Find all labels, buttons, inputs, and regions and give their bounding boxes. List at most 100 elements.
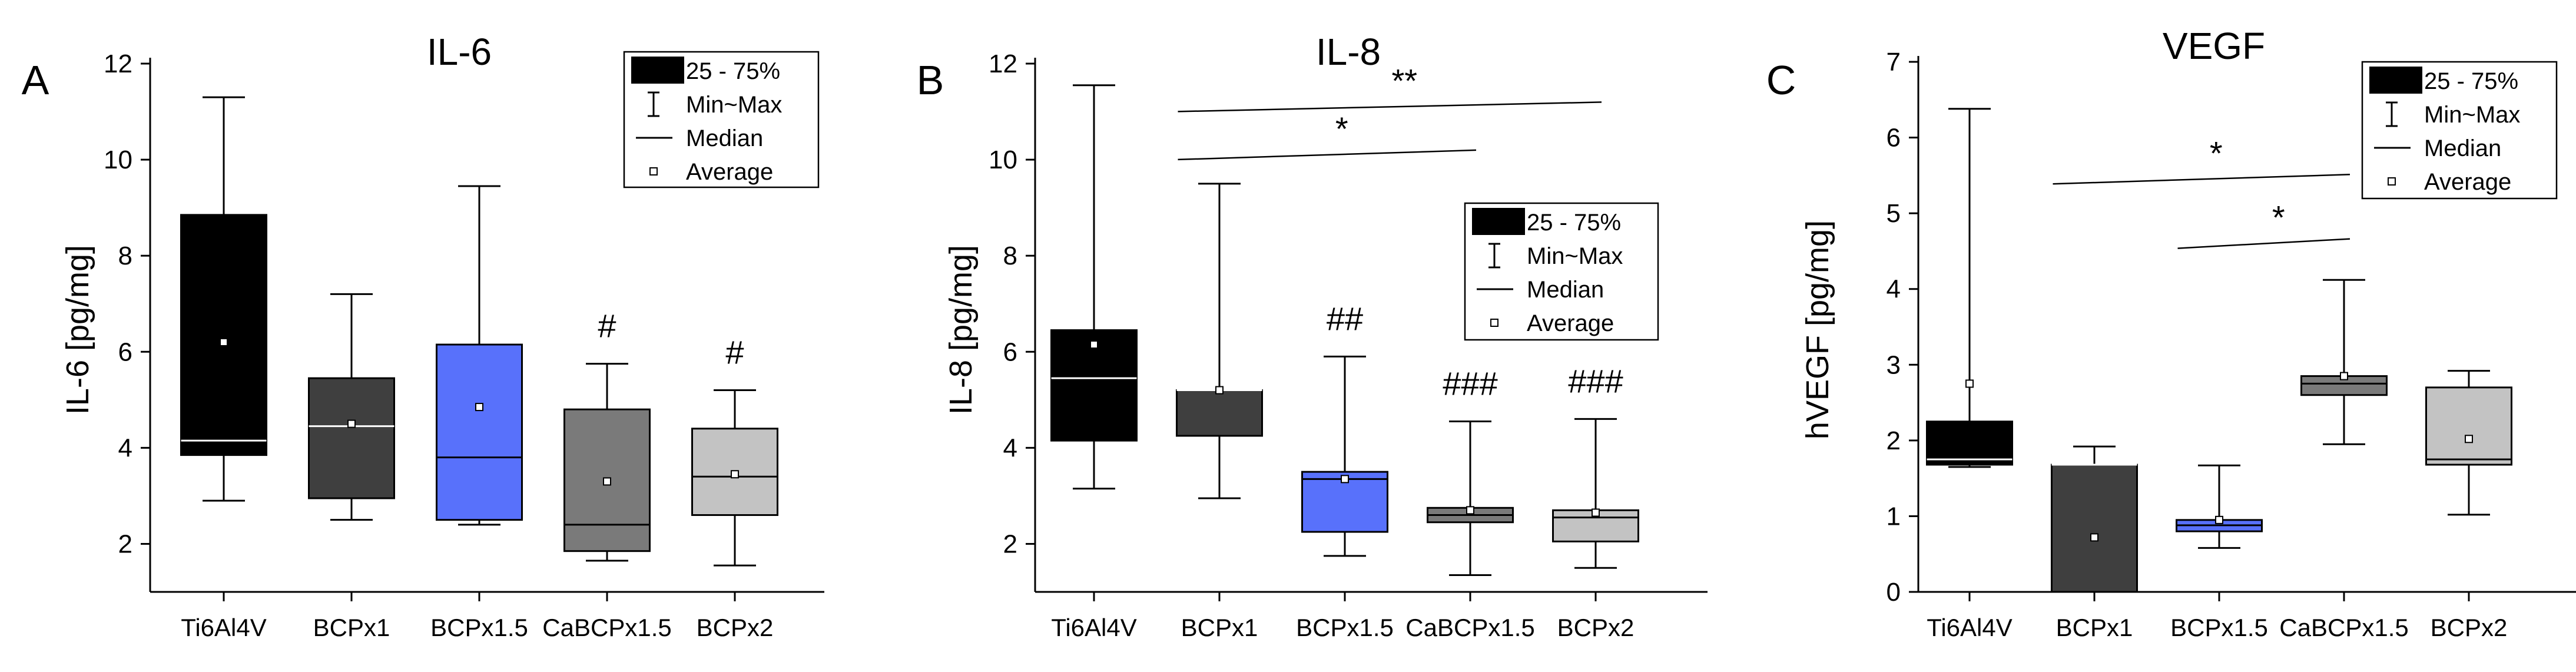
legend: 25 - 75% Min~Max Median Average bbox=[2361, 61, 2558, 200]
x-tick-label: BCPx1 bbox=[2056, 614, 2133, 641]
panel-b-il8: IL-8 B IL-8 [pg/mg] 2 4 6 8 10 12 Ti6Al4V BCPx1 BCP… bbox=[917, 31, 1708, 641]
x-tick-label: Ti6Al4V bbox=[181, 614, 267, 641]
legend-label: Min~Max bbox=[1527, 243, 1623, 269]
x-tick-label: BCPx2 bbox=[697, 614, 774, 641]
panel-a-il6: IL-6 A IL-6 [pg/mg] 2 4 6 8 10 12 Ti6Al4V BCPx1 BCP… bbox=[22, 31, 824, 641]
legend-label: Median bbox=[2424, 135, 2501, 161]
mean-marker bbox=[1090, 340, 1098, 349]
y-tick-label: 1 bbox=[1887, 502, 1901, 531]
y-tick-label: 8 bbox=[118, 241, 132, 270]
legend-swatch-mean bbox=[1490, 319, 1498, 327]
mean-marker bbox=[731, 470, 739, 479]
legend-label: 25 - 75% bbox=[1527, 210, 1621, 236]
box-iqr bbox=[2051, 464, 2138, 593]
legend-label: Median bbox=[1527, 277, 1604, 303]
y-tick-label: 0 bbox=[1887, 578, 1901, 607]
mean-marker bbox=[1965, 379, 1974, 388]
x-tick-label: BCPx2 bbox=[2431, 614, 2508, 641]
x-tick-label: BCPx1 bbox=[313, 614, 390, 641]
mean-marker bbox=[1592, 508, 1600, 517]
legend-swatch-box bbox=[631, 57, 684, 84]
y-axis-label: hVEGF [pg/mg] bbox=[1800, 220, 1835, 439]
legend-swatch-mean bbox=[649, 167, 658, 176]
comparison-line bbox=[1178, 101, 1602, 112]
box-iqr bbox=[1301, 471, 1388, 533]
x-tick-label: BCPx1.5 bbox=[2170, 614, 2268, 641]
y-tick-label: 7 bbox=[1887, 48, 1901, 77]
legend-swatch-box bbox=[2369, 67, 2422, 94]
significance-hash: ### bbox=[1443, 365, 1497, 402]
comparison-line bbox=[2053, 174, 2350, 185]
x-tick-label: CaBCPx1.5 bbox=[2279, 614, 2408, 641]
comparison-stars: * bbox=[2272, 199, 2285, 236]
y-tick-label: 10 bbox=[989, 145, 1017, 174]
mean-marker bbox=[1466, 506, 1474, 515]
box-iqr bbox=[1926, 421, 2013, 466]
y-tick-label: 12 bbox=[989, 49, 1017, 78]
y-tick-label: 6 bbox=[1003, 337, 1017, 366]
y-tick-label: 4 bbox=[1003, 433, 1017, 462]
y-tick-label: 2 bbox=[118, 529, 132, 558]
x-tick-label: BCPx1.5 bbox=[1296, 614, 1394, 641]
comparison-stars: * bbox=[1335, 110, 1348, 147]
legend-label: Average bbox=[2424, 169, 2511, 195]
comparison-stars: * bbox=[2210, 134, 2223, 171]
significance-hash: # bbox=[598, 307, 616, 345]
legend: 25 - 75% Min~Max Median Average bbox=[1464, 202, 1659, 341]
legend-label: 25 - 75% bbox=[2424, 68, 2518, 94]
box-iqr bbox=[1176, 389, 1263, 437]
legend: 25 - 75% Min~Max Median Average bbox=[623, 51, 820, 188]
chart-title: IL-8 bbox=[1316, 31, 1381, 73]
mean-marker bbox=[347, 419, 356, 428]
chart-title: IL-6 bbox=[427, 31, 492, 73]
panel-label: C bbox=[1766, 57, 1796, 103]
y-axis-label: IL-6 [pg/mg] bbox=[60, 245, 95, 415]
significance-hash: # bbox=[725, 334, 744, 371]
panel-label: A bbox=[22, 57, 49, 103]
x-tick-label: CaBCPx1.5 bbox=[1405, 614, 1534, 641]
box-iqr bbox=[436, 343, 523, 521]
x-tick-label: BCPx1.5 bbox=[430, 614, 528, 641]
legend-label: 25 - 75% bbox=[686, 58, 780, 84]
x-tick-label: Ti6Al4V bbox=[1051, 614, 1137, 641]
significance-hash: ## bbox=[1327, 300, 1363, 337]
mean-marker bbox=[2215, 515, 2223, 524]
mean-marker bbox=[2090, 533, 2098, 542]
y-tick-label: 3 bbox=[1887, 350, 1901, 379]
y-tick-label: 6 bbox=[118, 337, 132, 366]
x-tick-label: BCPx1 bbox=[1181, 614, 1258, 641]
mean-marker bbox=[2340, 372, 2348, 380]
chart-title: VEGF bbox=[2163, 25, 2265, 67]
y-tick-label: 12 bbox=[104, 49, 132, 78]
legend-swatch-box bbox=[1472, 208, 1525, 235]
mean-marker bbox=[2465, 435, 2473, 443]
y-tick-label: 6 bbox=[1887, 124, 1901, 153]
mean-marker bbox=[1215, 386, 1224, 395]
y-tick-label: 4 bbox=[118, 433, 132, 462]
significance-hash: ### bbox=[1568, 362, 1623, 399]
comparison-line bbox=[2177, 238, 2350, 249]
panel-label: B bbox=[917, 57, 944, 103]
y-tick-label: 5 bbox=[1887, 199, 1901, 228]
x-tick-label: Ti6Al4V bbox=[1927, 614, 2013, 641]
mean-marker bbox=[220, 337, 228, 346]
y-tick-label: 8 bbox=[1003, 241, 1017, 270]
y-axis-label: IL-8 [pg/mg] bbox=[943, 245, 979, 415]
legend-label: Average bbox=[1527, 310, 1614, 336]
y-tick-label: 10 bbox=[104, 145, 132, 174]
legend-label: Min~Max bbox=[686, 92, 782, 118]
x-tick-label: CaBCPx1.5 bbox=[542, 614, 671, 641]
mean-marker bbox=[1341, 475, 1349, 484]
legend-label: Average bbox=[686, 159, 773, 185]
mean-marker bbox=[475, 403, 483, 412]
mean-marker bbox=[603, 477, 611, 486]
y-tick-label: 4 bbox=[1887, 275, 1901, 304]
legend-label: Median bbox=[686, 125, 763, 151]
box-iqr bbox=[2425, 386, 2512, 466]
comparison-stars: ** bbox=[1391, 62, 1417, 99]
y-tick-label: 2 bbox=[1003, 529, 1017, 558]
box-iqr bbox=[180, 214, 267, 456]
comparison-line bbox=[1178, 149, 1477, 161]
legend-swatch-mean bbox=[2388, 177, 2396, 186]
